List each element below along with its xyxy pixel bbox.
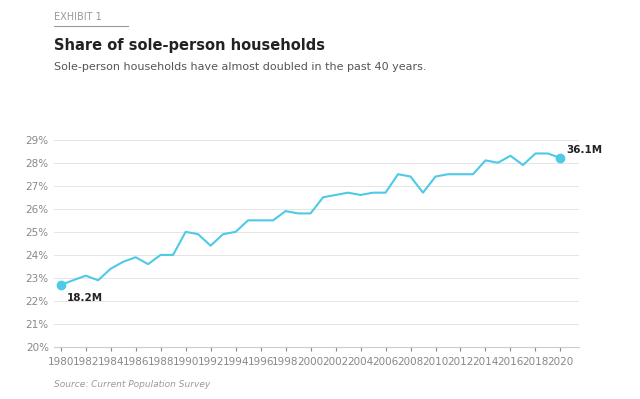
- Text: 18.2M: 18.2M: [67, 293, 103, 303]
- Text: Share of sole-person households: Share of sole-person households: [54, 38, 325, 53]
- Text: Source: Current Population Survey: Source: Current Population Survey: [54, 380, 211, 389]
- Text: Sole-person households have almost doubled in the past 40 years.: Sole-person households have almost doubl…: [54, 62, 427, 72]
- Text: 36.1M: 36.1M: [566, 144, 603, 155]
- Text: EXHIBIT 1: EXHIBIT 1: [54, 12, 102, 22]
